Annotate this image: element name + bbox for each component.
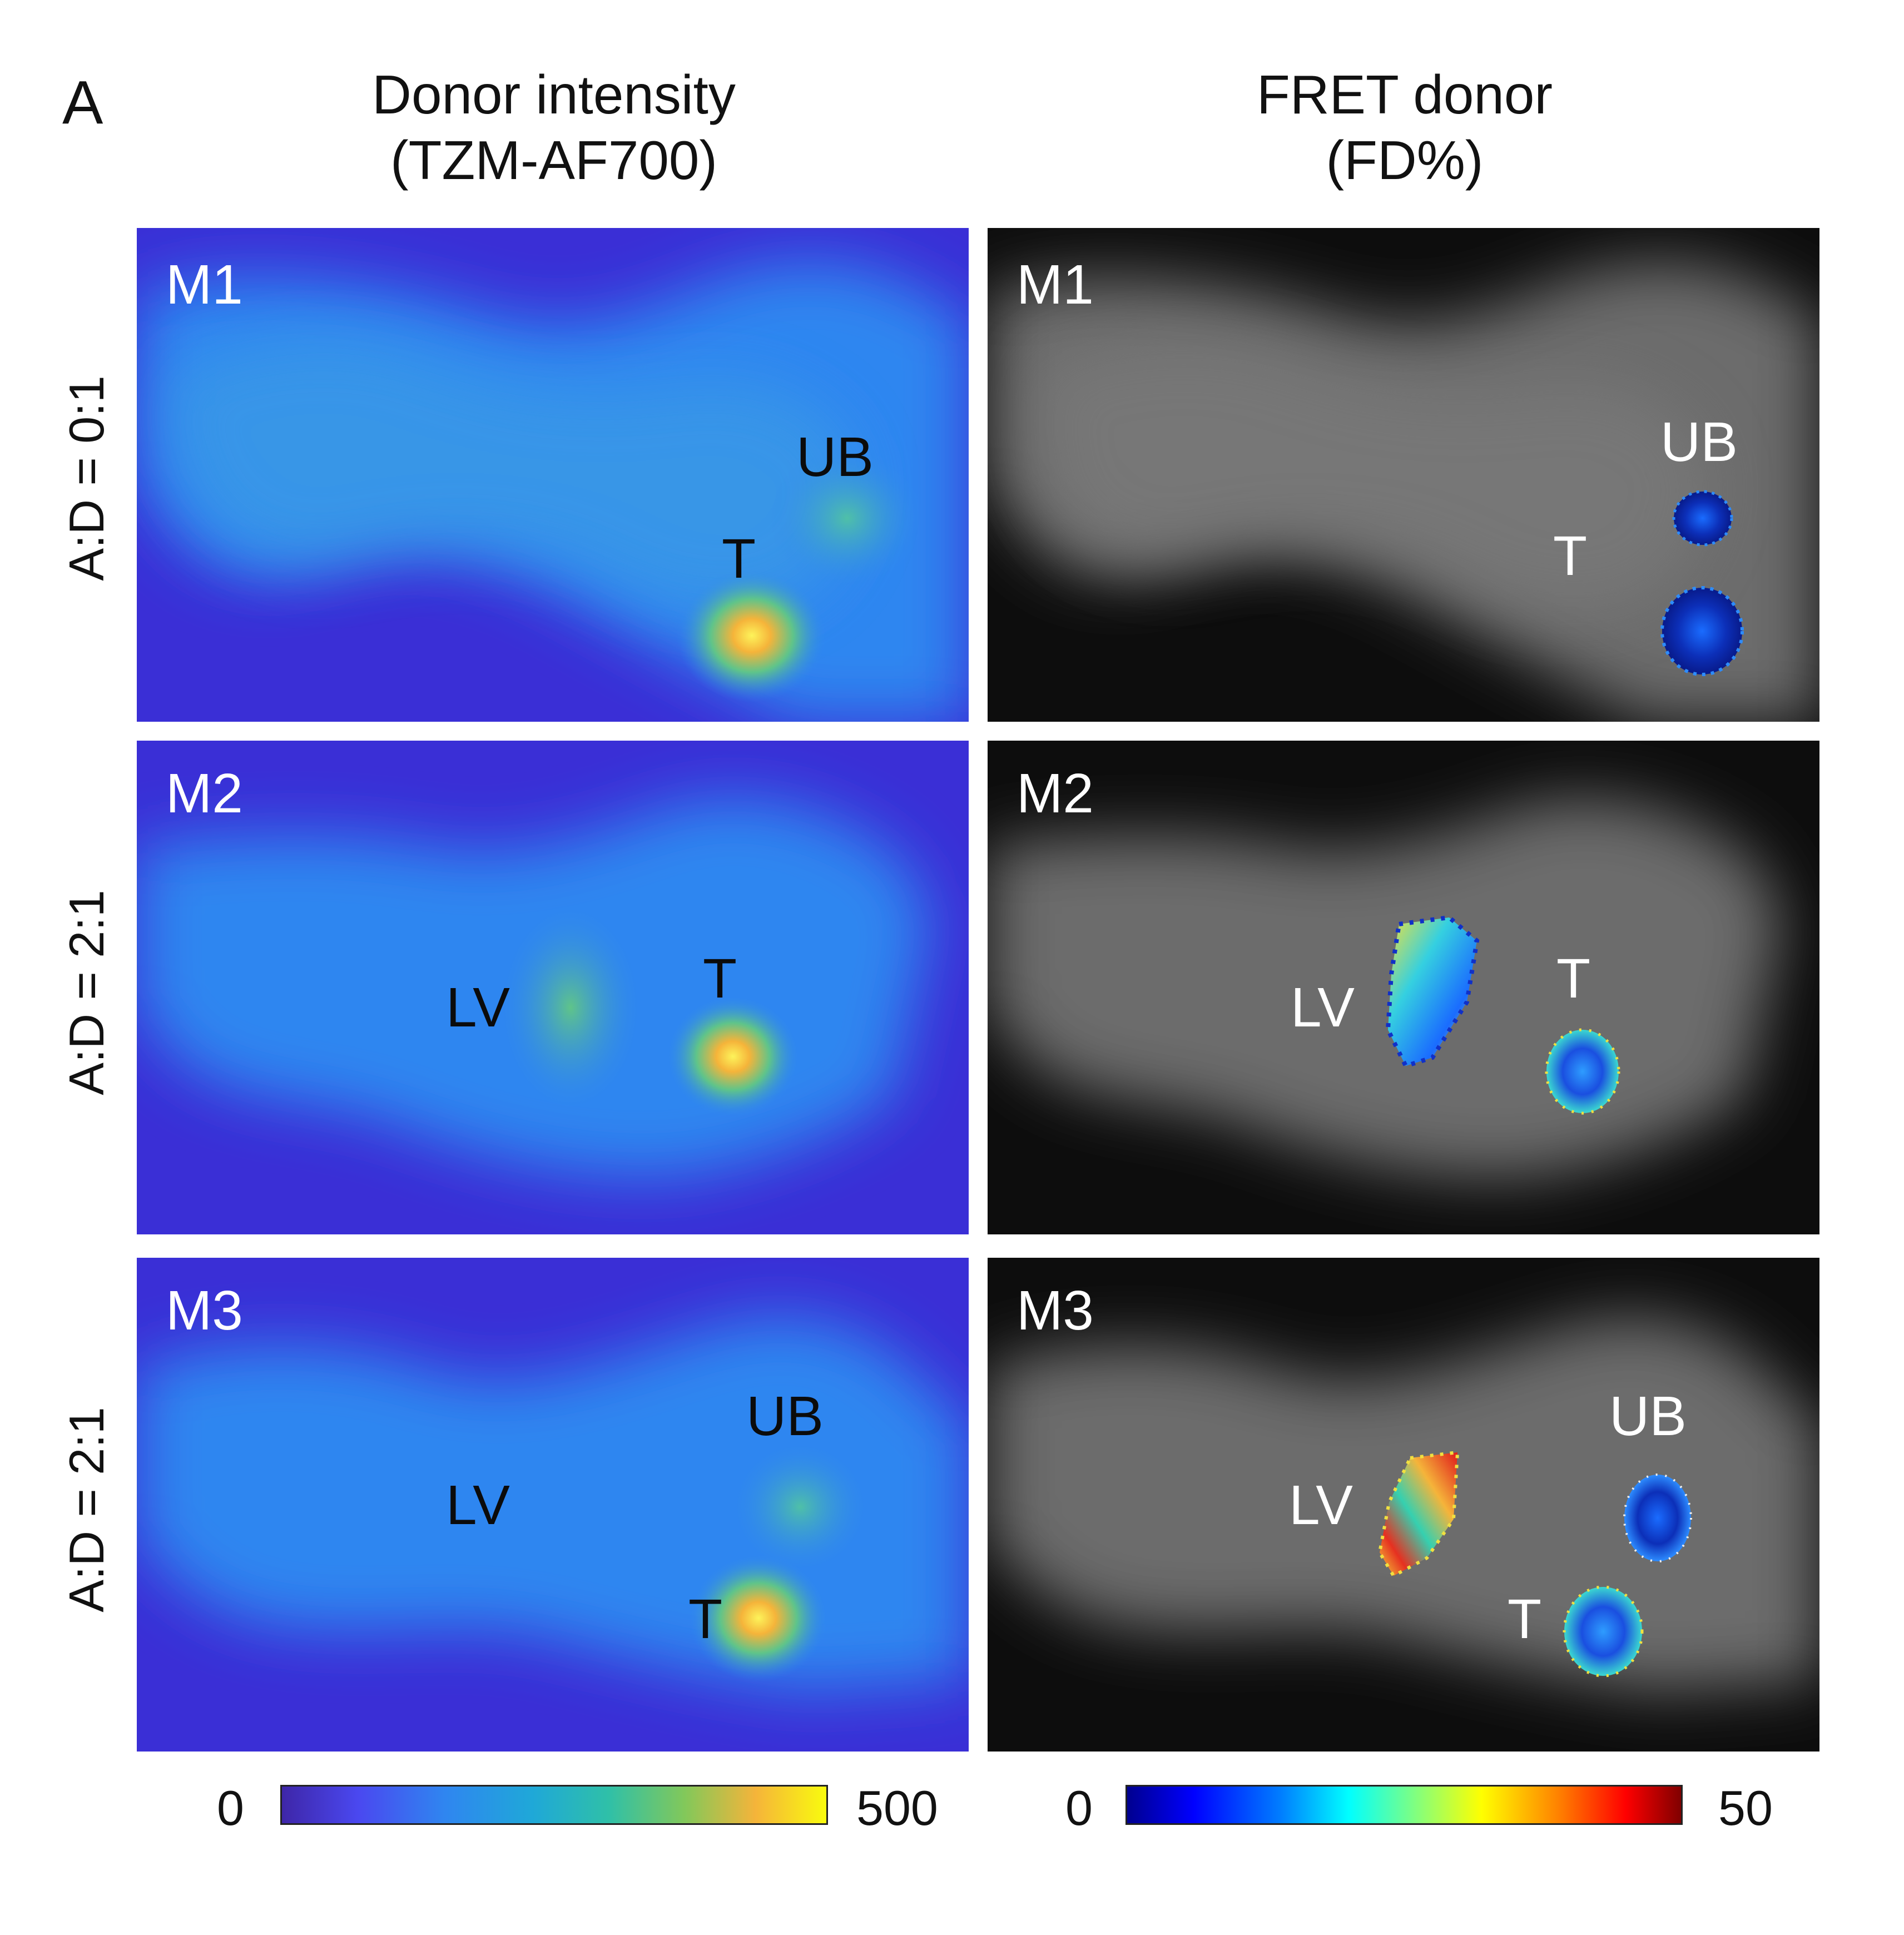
row-label-2: A:D = 2:1 [59,890,114,1095]
mouse-label: M1 [166,254,243,316]
region-label-ub: UB [796,426,874,488]
row-label-3: A:D = 2:1 [59,1407,114,1612]
region-label-lv: LV [446,1474,510,1536]
region-label-t: T [1556,947,1591,1010]
intensity-image-m3-graphic [137,1258,969,1752]
mouse-label: M2 [1017,762,1094,825]
column-title-fret-donor: FRET donor (FD%) [988,62,1822,193]
region-label-t: T [1508,1588,1542,1650]
region-label-t: T [703,947,737,1010]
fret-image-m1-graphic [988,228,1819,722]
column-title-line1: Donor intensity [372,64,736,125]
region-label-ub: UB [746,1385,824,1447]
mouse-label: M2 [166,762,243,825]
region-label-lv: LV [446,976,510,1039]
fret-image-m1: M1 UB T [988,228,1819,722]
column-title-line2: (TZM-AF700) [390,129,717,191]
region-label-lv: LV [1289,1474,1353,1536]
mouse-label: M3 [1017,1279,1094,1342]
region-label-lv: LV [1291,976,1355,1039]
colorbar-fret-min-label: 0 [1065,1780,1093,1835]
mouse-label: M3 [166,1279,243,1342]
colorbar-fret [1125,1785,1683,1825]
region-label-ub: UB [1609,1385,1687,1447]
intensity-image-m3: M3 UB LV T [137,1258,969,1752]
intensity-image-m2: M2 LV T [137,741,969,1234]
intensity-image-m2-graphic [137,741,969,1234]
column-title-donor-intensity: Donor intensity (TZM-AF700) [137,62,971,193]
region-label-t: T [722,528,756,590]
intensity-image-m1-graphic [137,228,969,722]
column-title-line2: (FD%) [1326,129,1484,191]
colorbar-fret-max-label: 50 [1718,1780,1773,1835]
region-label-ub: UB [1660,411,1738,473]
region-label-t: T [1553,525,1588,587]
region-label-t: T [688,1588,723,1650]
fret-image-m3: M3 UB LV T [988,1258,1819,1752]
intensity-image-m1: M1 UB T [137,228,969,722]
colorbar-intensity [280,1785,828,1825]
mouse-label: M1 [1017,254,1094,316]
fret-image-m3-graphic [988,1258,1819,1752]
fret-image-m2-graphic [988,741,1819,1234]
fret-image-m2: M2 LV T [988,741,1819,1234]
column-title-line1: FRET donor [1257,64,1553,125]
colorbar-intensity-max-label: 500 [856,1780,938,1835]
panel-label: A [62,68,103,137]
colorbar-intensity-min-label: 0 [217,1780,244,1835]
row-label-1: A:D = 0:1 [59,375,114,581]
